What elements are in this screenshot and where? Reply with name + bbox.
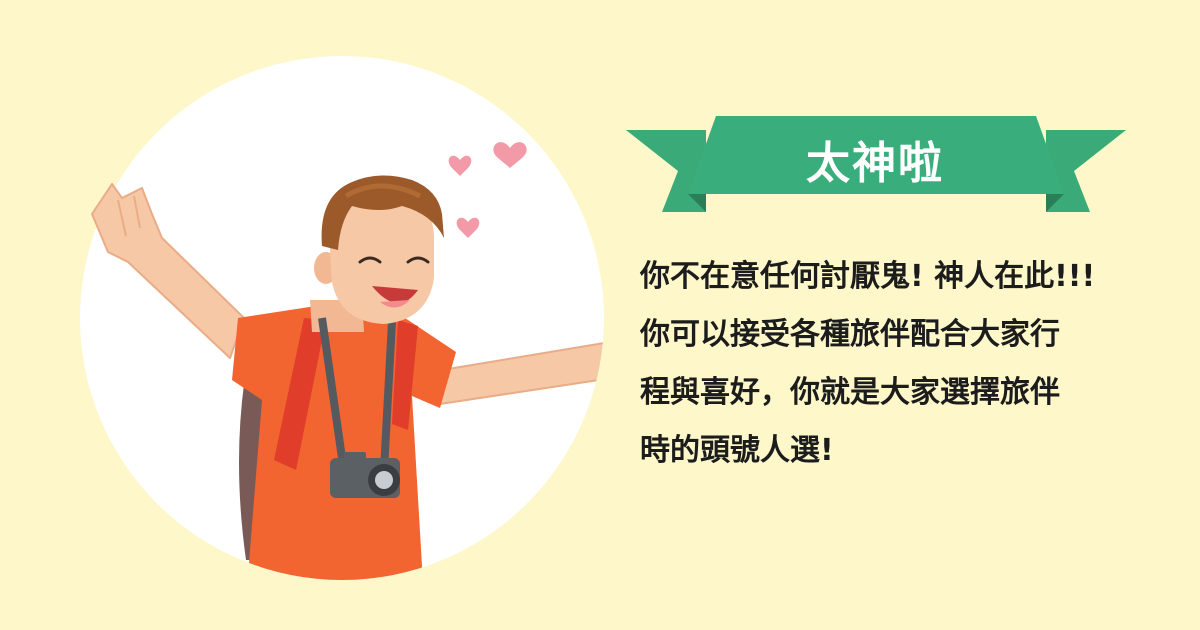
ribbon-tail-left — [626, 130, 706, 212]
heart-icon — [456, 217, 480, 238]
backpack-strap — [274, 318, 326, 470]
ribbon-fold-right — [1046, 194, 1064, 212]
description-line: 程與喜好，你就是大家選擇旅伴 — [640, 375, 1060, 410]
traveler-illustration — [80, 56, 604, 580]
ribbon-fold-left — [688, 194, 706, 212]
result-title: 太神啦 — [806, 138, 944, 189]
description-line: 你可以接受各種旅伴配合大家行 — [640, 317, 1060, 352]
camera-icon — [330, 452, 400, 498]
heart-icon — [448, 155, 472, 176]
ribbon-tail-right — [1046, 130, 1126, 212]
ribbon-main — [688, 116, 1064, 194]
face-icon — [314, 175, 444, 324]
left-arm — [91, 183, 245, 359]
description-line: 時的頭號人選! — [640, 433, 834, 468]
title-ribbon — [626, 116, 1126, 212]
description-line: 你不在意任何討厭鬼! 神人在此!!! — [640, 259, 1096, 294]
heart-icon — [493, 142, 527, 168]
result-description: 你不在意任何討厭鬼! 神人在此!!! 你可以接受各種旅伴配合大家行 程與喜好，你… — [640, 248, 1160, 480]
